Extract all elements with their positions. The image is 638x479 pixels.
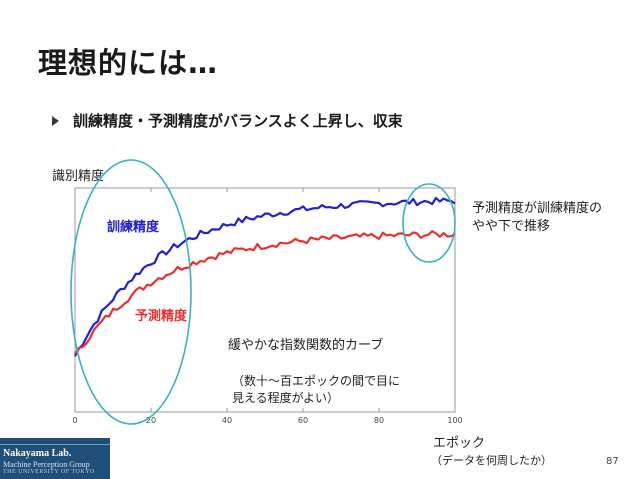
- x-axis-label: エポック: [433, 436, 486, 451]
- logo-divider: [0, 444, 110, 445]
- lab-logo: Nakayama Lab. Machine Perception Group T…: [0, 438, 110, 479]
- y-axis-label: 識別精度: [52, 169, 105, 184]
- epoch-range-note: （数十～百エポックの間で目に見える程度がよい）: [232, 374, 401, 405]
- series-line-test: [74, 230, 456, 355]
- converge-ellipse: [402, 183, 456, 263]
- x-tick-label: 20: [146, 416, 156, 425]
- series-line-train: [74, 196, 456, 357]
- early-epoch-ellipse: [70, 159, 192, 425]
- bullet-item: 訓練精度・予測精度がバランスよく上昇し、収束: [52, 110, 403, 131]
- train-series-label: 訓練精度: [107, 219, 160, 235]
- slide-title: 理想的には…: [38, 46, 219, 80]
- test-series-label: 予測精度: [135, 308, 188, 324]
- x-tick-label: 100: [447, 416, 462, 425]
- chart-axes: [74, 187, 456, 413]
- converge-note: 予測精度が訓練精度のやや下で推移: [472, 201, 603, 234]
- bullet-arrow-icon: [52, 115, 59, 126]
- logo-line-3: THE UNIVERSITY OF TOKYO: [3, 469, 95, 475]
- chart-ellipses: [70, 159, 456, 425]
- x-tick-label: 40: [222, 416, 232, 425]
- logo-line-1: Nakayama Lab.: [3, 448, 72, 459]
- plot-frame: [74, 187, 456, 413]
- x-tick-label: 0: [72, 416, 77, 425]
- bullet-text: 訓練精度・予測精度がバランスよく上昇し、収束: [73, 112, 403, 130]
- curve-note: 緩やかな指数関数的カーブ: [228, 338, 384, 353]
- x-axis-sublabel: （データを何周したか）: [431, 454, 552, 467]
- chart-lines: [74, 196, 456, 357]
- x-tick-label: 60: [298, 416, 308, 425]
- logo-line-2: Machine Perception Group: [3, 460, 90, 469]
- x-tick-label: 80: [374, 416, 384, 425]
- chart-tick-labels: 0 20 40 60 80 100: [72, 416, 462, 425]
- page-number: 87: [606, 456, 619, 467]
